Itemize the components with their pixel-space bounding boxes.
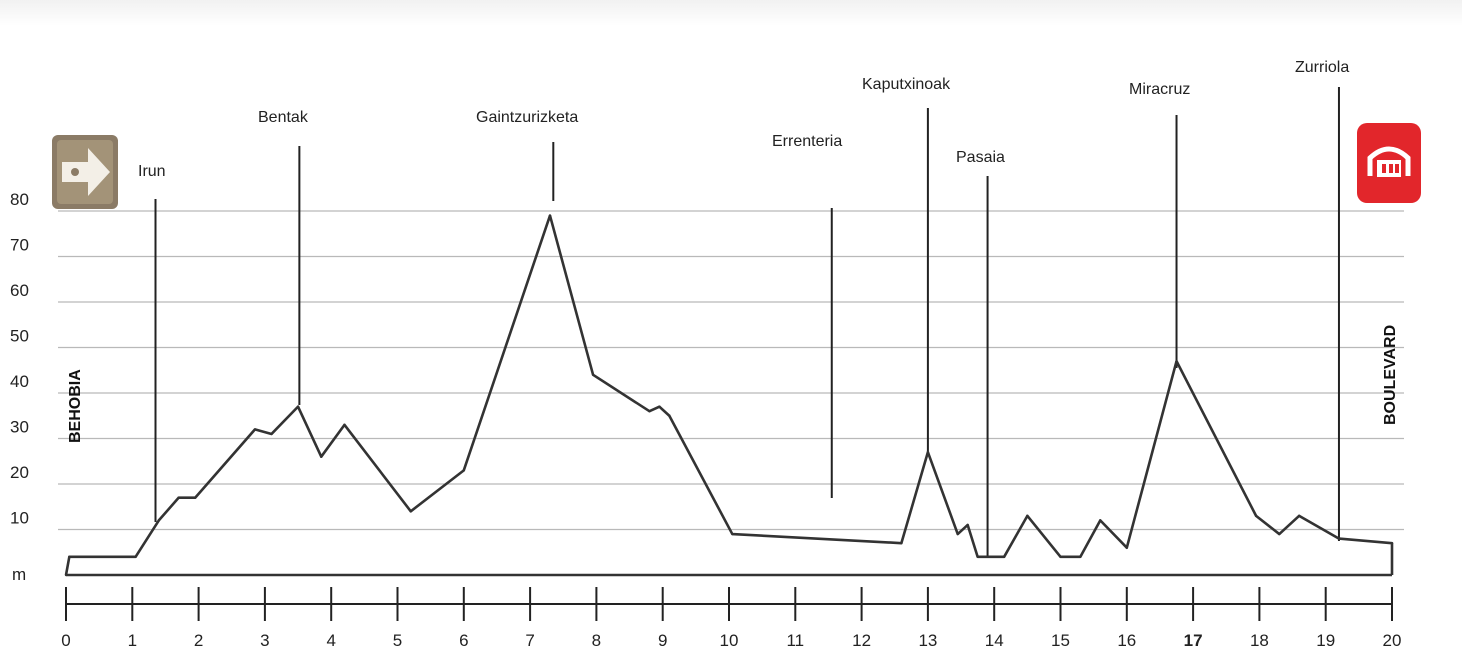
x-tick-label: 11 (786, 631, 804, 650)
elevation-point (1125, 546, 1129, 549)
elevation-point (409, 510, 412, 513)
x-tick-label: 16 (1117, 631, 1136, 650)
x-tick-label: 7 (525, 631, 534, 650)
x-tick-label: 14 (985, 631, 1004, 650)
finish-label: BOULEVARD (1382, 325, 1399, 425)
x-axis: 0 1 2 3 4 5 6 7 8 9 10 11 12 13 14 15 16 17 18 19 20 (61, 587, 1401, 650)
elevation-line (64, 214, 1394, 577)
elevation-point (134, 555, 137, 558)
annotation-label: Pasaia (956, 149, 1005, 166)
elevation-point (194, 496, 197, 499)
elevation-point (966, 523, 969, 527)
x-tick-label: 4 (326, 631, 335, 650)
annotation-label: Bentak (258, 109, 309, 126)
elevation-point (1099, 519, 1102, 522)
elevation-point (1254, 514, 1258, 518)
elevation-point (658, 405, 661, 408)
x-tick-label: 0 (61, 631, 70, 650)
elevation-point (270, 432, 273, 436)
elevation-point (731, 532, 734, 536)
elevation-point (68, 555, 71, 558)
elevation-point (343, 423, 346, 427)
x-tick-label: 18 (1250, 631, 1269, 650)
x-tick-label: 2 (194, 631, 203, 650)
x-tick-label: 20 (1383, 631, 1402, 650)
arrow-sign-icon (52, 135, 118, 209)
elevation-point (1026, 514, 1029, 518)
elevation-series-line (64, 214, 1394, 576)
elevation-point (900, 541, 903, 545)
stadium-icon (1357, 123, 1421, 203)
elevation-point (1390, 541, 1394, 545)
elevation-point (668, 414, 671, 417)
elevation-point (956, 532, 959, 536)
x-tick-label: 5 (393, 631, 402, 650)
x-tick-label: 3 (260, 631, 269, 650)
annotation-label: Miracruz (1129, 81, 1190, 98)
x-tick-label: 8 (592, 631, 601, 650)
x-tick-label: 17 (1184, 631, 1203, 650)
annotation-label: Zurriola (1295, 59, 1349, 76)
elevation-point (462, 469, 465, 472)
elevation-point (157, 519, 161, 522)
elevation-point (64, 573, 68, 577)
x-tick-label: 10 (720, 631, 739, 650)
elevation-point (1175, 359, 1178, 363)
elevation-point (1002, 555, 1006, 558)
elevation-point (591, 373, 595, 376)
x-tick-label: 9 (658, 631, 667, 650)
y-axis-unit-label: m (12, 565, 26, 584)
elevation-point (1337, 537, 1341, 540)
y-axis: 10 20 30 40 50 60 70 80 (10, 190, 29, 528)
gridlines (58, 210, 1404, 531)
elevation-point (1297, 514, 1301, 518)
x-tick-label: 12 (852, 631, 871, 650)
elevation-point (296, 405, 300, 408)
x-tick-label: 13 (918, 631, 937, 650)
y-tick-label: 80 (10, 190, 29, 209)
y-tick-label: 70 (10, 236, 29, 255)
elevation-point (1079, 555, 1082, 558)
annotation-label: Errenteria (772, 133, 842, 150)
elevation-point (177, 496, 180, 499)
elevation-point (976, 555, 979, 558)
y-tick-label: 50 (10, 327, 29, 346)
x-tick-label: 6 (459, 631, 468, 650)
x-tick-label: 1 (128, 631, 137, 650)
x-tick-label: 15 (1051, 631, 1070, 650)
y-tick-label: 40 (10, 372, 29, 391)
y-tick-label: 20 (10, 463, 29, 482)
elevation-point (926, 450, 930, 454)
elevation-point (253, 428, 257, 431)
elevation-point (548, 214, 552, 217)
x-tick-label: 19 (1316, 631, 1335, 650)
start-label: BEHOBIA (67, 369, 84, 443)
annotation-label: Irun (138, 163, 166, 180)
elevation-point (1059, 555, 1062, 558)
annotation-label: Gaintzurizketa (476, 109, 578, 126)
y-tick-label: 10 (10, 509, 29, 528)
annotation-label: Kaputxinoak (862, 76, 951, 93)
y-tick-label: 60 (10, 281, 29, 300)
elevation-point (320, 455, 323, 458)
place-annotations: Irun Bentak Gaintzurizketa Errenteria Kaputx… (138, 59, 1349, 558)
y-tick-label: 30 (10, 418, 29, 437)
elevation-point (648, 410, 651, 413)
elevation-point (1278, 532, 1281, 536)
